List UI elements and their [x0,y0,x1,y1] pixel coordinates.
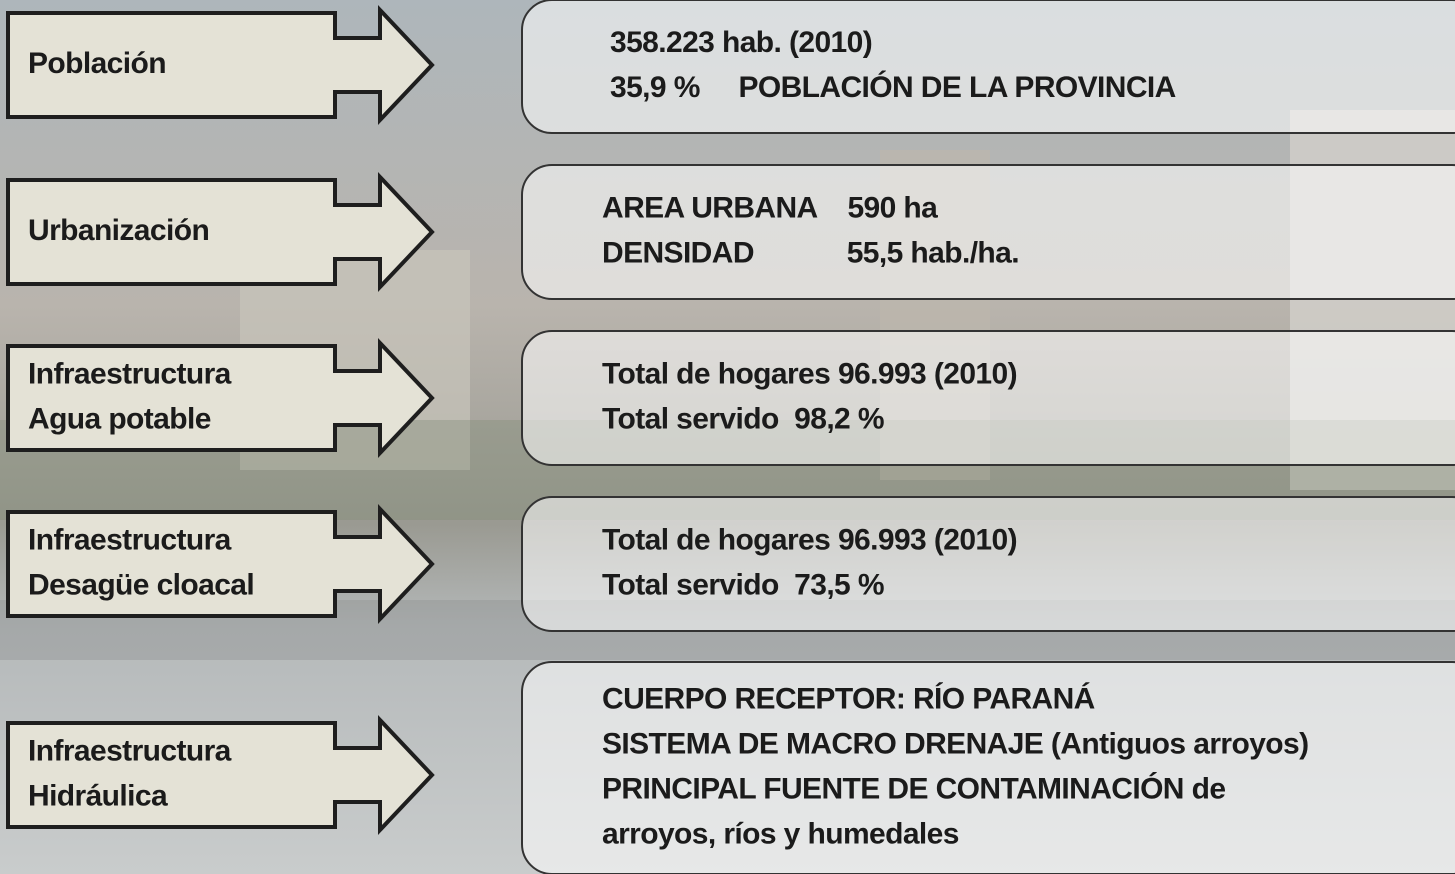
row-label: Desagüe cloacal [28,568,254,601]
info-box [521,0,1455,134]
info-box [521,496,1455,632]
info-line: SISTEMA DE MACRO DRENAJE (Antiguos arroy… [602,727,1308,760]
info-line: arroyos, ríos y humedales [602,817,959,850]
row-label: Hidráulica [28,779,168,812]
row-label: Infraestructura [28,357,232,390]
label-arrow [6,503,435,625]
label-arrow [6,4,435,126]
info-box [521,164,1455,300]
info-line: DENSIDAD 55,5 hab./ha. [602,236,1019,269]
label-arrow [6,337,435,459]
info-box [521,661,1455,874]
info-line: CUERPO RECEPTOR: RÍO PARANÁ [602,681,1095,715]
row-label: Agua potable [28,402,211,435]
info-line: Total de hogares 96.993 (2010) [602,523,1017,556]
info-line: AREA URBANA 590 ha [602,191,938,224]
row-label: Urbanización [28,214,209,247]
rows: Población 358.223 hab. (2010) 35,9 % POBLA… [6,0,1455,874]
info-line: Total de hogares 96.993 (2010) [602,357,1017,390]
row-label: Población [28,47,166,80]
row-label: Infraestructura [28,523,232,556]
info-line: PRINCIPAL FUENTE DE CONTAMINACIÓN de [602,771,1225,805]
info-box [521,330,1455,466]
info-line: Total servido 73,5 % [602,568,884,601]
info-line: 35,9 % POBLACIÓN DE LA PROVINCIA [610,70,1176,104]
info-line: Total servido 98,2 % [602,402,884,435]
label-arrow [6,714,435,836]
info-line: 358.223 hab. (2010) [610,26,872,59]
row-label: Infraestructura [28,734,232,767]
label-arrow [6,171,435,293]
